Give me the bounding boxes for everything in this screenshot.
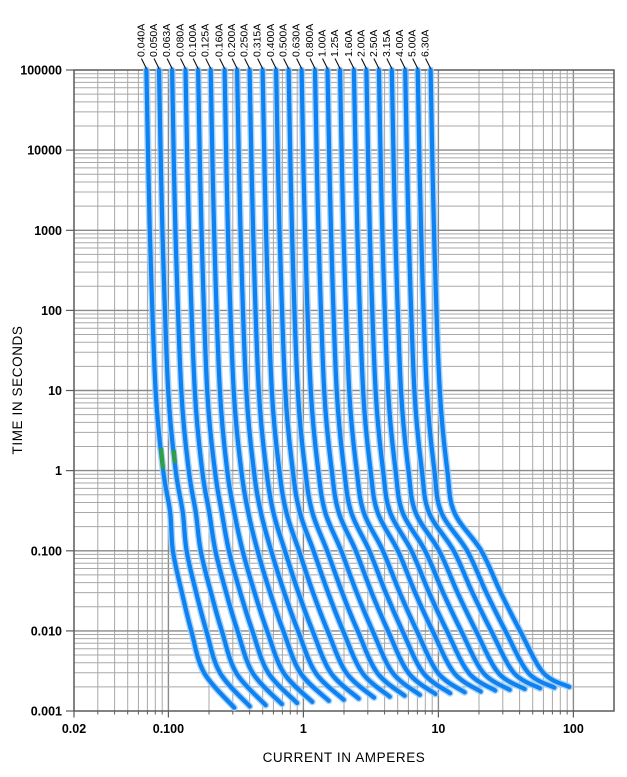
y-tick-label: 100 — [41, 304, 62, 318]
curve-label-0.630A: 0.630A — [291, 24, 303, 57]
curve-0.500A — [286, 67, 407, 698]
curve-0.200A — [235, 67, 346, 702]
leader-1.25A — [334, 58, 341, 69]
curve-0.250A — [247, 67, 361, 701]
curve-4.00A — [403, 67, 543, 691]
curve-label-0.063A: 0.063A — [161, 24, 173, 57]
leader-0.160A — [219, 58, 226, 69]
curve-0.100A — [196, 67, 300, 706]
curve-0.050A — [156, 67, 252, 709]
curve-3.15A — [389, 67, 527, 692]
curve-label-5.00A: 5.00A — [407, 30, 419, 57]
leader-0.100A — [192, 58, 199, 69]
y-tick-label: 0.001 — [31, 705, 62, 719]
curve-1.25A — [337, 67, 467, 695]
curve-0.315A — [260, 67, 377, 700]
curve-label-6.30A: 6.30A — [420, 30, 432, 57]
leader-0.125A — [205, 58, 212, 69]
y-tick-label: 1 — [55, 464, 62, 478]
curve-label-0.040A: 0.040A — [135, 24, 147, 57]
leader-2.00A — [360, 58, 367, 69]
leader-0.250A — [244, 58, 251, 69]
curve-label-0.050A: 0.050A — [148, 24, 160, 57]
curve-0.080A — [183, 67, 284, 707]
leader-0.500A — [283, 58, 290, 69]
curve-0.800A — [312, 67, 438, 697]
curve-0.400A — [274, 67, 392, 699]
x-tick-label: 0.02 — [62, 722, 86, 736]
y-tick-label: 0.010 — [31, 624, 62, 638]
curve-2.50A — [376, 67, 512, 692]
curve-label-2.50A: 2.50A — [368, 30, 380, 57]
leader-4.00A — [399, 58, 406, 69]
x-tick-label: 100 — [563, 722, 584, 736]
leader-0.630A — [296, 58, 303, 69]
leader-0.315A — [257, 58, 264, 69]
y-tick-label: 10 — [48, 384, 62, 398]
curve-label-0.315A: 0.315A — [252, 24, 264, 57]
curve-label-0.250A: 0.250A — [239, 24, 251, 57]
curve-5.00A — [415, 67, 557, 690]
highlight-0.050A — [171, 450, 178, 464]
leader-0.063A — [166, 58, 173, 69]
highlight-segments — [159, 448, 178, 470]
curve-0.063A — [170, 67, 268, 708]
y-tick-label: 0.100 — [31, 544, 62, 558]
curve-1.60A — [351, 67, 483, 694]
leader-0.040A — [140, 58, 147, 69]
leader-0.080A — [180, 58, 186, 69]
curve-0.630A — [299, 67, 422, 697]
curve-label-3.15A: 3.15A — [381, 30, 393, 57]
x-tick-label: 10 — [431, 722, 445, 736]
y-tick-label: 100000 — [20, 64, 62, 78]
curve-label-0.080A: 0.080A — [175, 24, 187, 57]
x-tick-label: 0.100 — [153, 722, 184, 736]
leader-0.200A — [231, 58, 238, 69]
leader-2.50A — [373, 58, 380, 69]
x-axis-ticks-and-labels: 0.02 0.100 1 10 100 — [62, 711, 584, 736]
curve-label-1.60A: 1.60A — [343, 30, 355, 57]
leader-0.050A — [153, 58, 160, 69]
y-tick-label: 10000 — [27, 144, 62, 158]
curve-label-0.160A: 0.160A — [214, 24, 226, 57]
curve-0.040A — [144, 67, 237, 710]
highlight-0.040A — [159, 448, 166, 470]
leader-3.15A — [386, 58, 393, 69]
curve-rating-labels: 0.040A 0.050A 0.063A 0.080A 0.100A 0.125A 0.16… — [135, 24, 431, 57]
curve-label-0.800A: 0.800A — [304, 24, 316, 57]
leader-1.60A — [348, 58, 355, 69]
curve-label-0.125A: 0.125A — [200, 24, 212, 57]
curve-label-0.200A: 0.200A — [226, 24, 238, 57]
curve-label-0.100A: 0.100A — [187, 24, 199, 57]
curve-2.00A — [364, 67, 498, 693]
curve-6.30A — [428, 67, 572, 689]
curve-0.160A — [222, 67, 331, 703]
curve-label-1.25A: 1.25A — [329, 30, 341, 57]
y-tick-label: 1000 — [34, 224, 62, 238]
curve-label-4.00A: 4.00A — [394, 30, 406, 57]
leader-0.400A — [270, 58, 277, 69]
leader-0.800A — [309, 58, 316, 69]
x-axis-title: CURRENT IN AMPERES — [263, 750, 426, 765]
curve-label-0.500A: 0.500A — [278, 24, 290, 57]
curve-label-1.00A: 1.00A — [317, 30, 329, 57]
y-axis-title: TIME IN SECONDS — [10, 325, 25, 454]
curve-label-0.400A: 0.400A — [265, 24, 277, 57]
leader-6.30A — [425, 58, 432, 69]
curve-label-2.00A: 2.00A — [355, 30, 367, 57]
leader-1.00A — [322, 58, 328, 69]
y-axis-ticks-and-labels: 100000 10000 1000 100 10 1 0.100 0.010 0.001 — [20, 64, 74, 719]
curve-label-leader-lines — [140, 58, 432, 69]
leader-5.00A — [412, 58, 419, 69]
x-tick-label: 1 — [300, 722, 307, 736]
curve-1.00A — [325, 67, 453, 696]
curve-0.125A — [208, 67, 315, 704]
fuse-curves — [142, 66, 573, 712]
